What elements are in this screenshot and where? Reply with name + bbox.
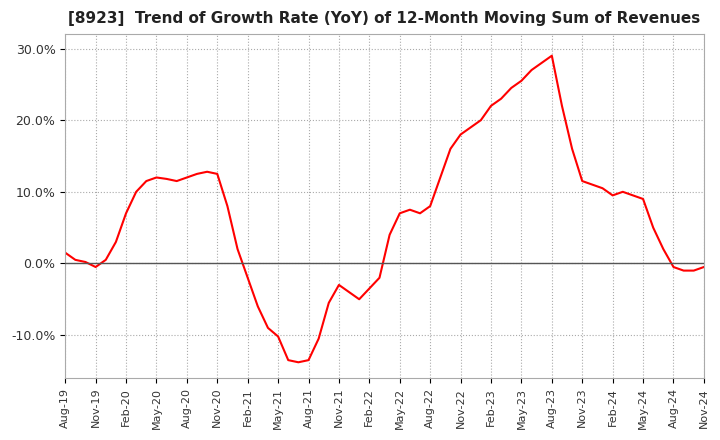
Title: [8923]  Trend of Growth Rate (YoY) of 12-Month Moving Sum of Revenues: [8923] Trend of Growth Rate (YoY) of 12-…: [68, 11, 701, 26]
